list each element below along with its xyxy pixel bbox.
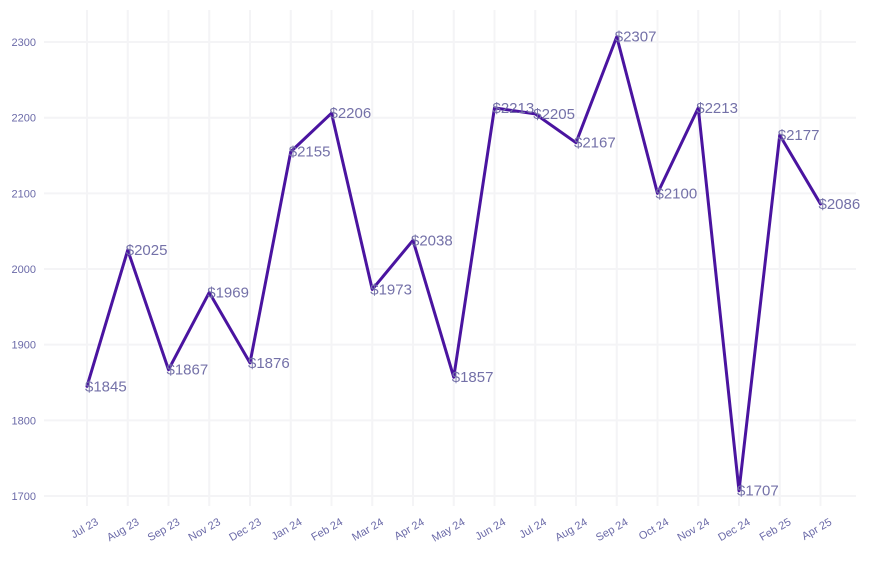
data-label: $2206: [330, 105, 372, 122]
x-tick-label: Jul 23: [69, 516, 100, 541]
y-tick-label: 2000: [12, 264, 36, 276]
data-label: $1857: [452, 369, 494, 386]
x-tick-label: Jun 24: [473, 516, 508, 543]
x-tick-label: Oct 24: [637, 516, 671, 543]
x-axis-tick-labels: Jul 23 Aug 23 Sep 23 Nov 23 Dec 23 Jan 24 Feb …: [69, 516, 834, 544]
data-label: $1969: [207, 284, 249, 301]
data-label: $2167: [574, 135, 616, 152]
x-tick-label: Jul 24: [517, 516, 548, 541]
data-label: $2100: [656, 185, 698, 202]
x-tick-label: Jan 24: [270, 516, 305, 543]
y-tick-label: 1700: [12, 491, 36, 503]
data-labels: $1845 $2025 $1867 $1969 $1876 $2155 $2206 $1973…: [85, 29, 860, 500]
x-tick-label: Nov 24: [676, 516, 712, 544]
x-tick-label: Dec 23: [227, 516, 263, 544]
x-tick-label: May 24: [430, 516, 467, 544]
data-label: $2155: [289, 144, 331, 161]
x-tick-label: Sep 23: [146, 516, 182, 544]
data-label: $2177: [778, 127, 820, 144]
grid: [44, 10, 856, 506]
x-tick-label: Aug 24: [553, 516, 589, 544]
data-label: $2307: [615, 29, 657, 46]
x-tick-label: Apr 24: [392, 516, 426, 543]
x-tick-label: Aug 23: [105, 516, 141, 544]
y-tick-label: 1900: [12, 340, 36, 352]
data-label: $2025: [126, 242, 168, 259]
data-label: $2213: [493, 100, 535, 117]
data-label: $1707: [737, 483, 779, 500]
data-label: $1845: [85, 378, 127, 395]
y-tick-label: 2100: [12, 188, 36, 200]
data-label: $1876: [248, 355, 290, 372]
x-tick-label: Feb 24: [309, 516, 345, 544]
y-tick-label: 2200: [12, 113, 36, 125]
x-tick-label: Sep 24: [594, 516, 630, 544]
y-tick-label: 2300: [12, 37, 36, 49]
x-tick-label: Apr 25: [800, 516, 834, 543]
data-label: $1867: [167, 362, 209, 379]
data-label: $2086: [819, 196, 861, 213]
data-label: $2038: [411, 232, 453, 249]
y-tick-label: 1800: [12, 415, 36, 427]
x-tick-label: Feb 25: [758, 516, 794, 544]
x-tick-label: Dec 24: [716, 516, 752, 544]
data-label: $2213: [696, 100, 738, 117]
y-axis-tick-labels: 1700 1800 1900 2000 2100 2200 2300: [12, 37, 36, 503]
data-label: $2205: [533, 106, 575, 123]
series-line: [85, 35, 822, 493]
x-tick-label: Nov 23: [187, 516, 223, 544]
x-tick-label: Mar 24: [350, 516, 386, 544]
data-label: $1973: [370, 281, 412, 298]
